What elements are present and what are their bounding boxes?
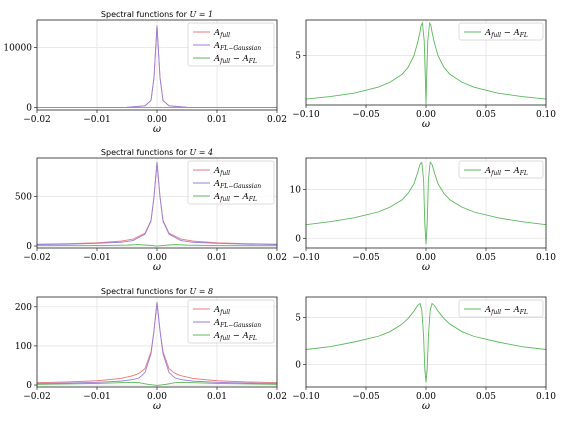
x-tick-label: −0.10 <box>292 110 320 120</box>
x-tick-label: 0.10 <box>536 253 556 263</box>
x-tick-label: −0.02 <box>23 253 51 263</box>
x-tick-label: 0.01 <box>207 392 227 402</box>
legend-box <box>187 22 275 67</box>
x-tick-label: 0.05 <box>476 110 496 120</box>
x-tick-label: −0.02 <box>23 115 51 125</box>
x-axis-label: ω <box>153 262 161 273</box>
x-tick-label: −0.01 <box>83 392 111 402</box>
series-line-2 <box>37 162 277 245</box>
x-tick-label: 0.01 <box>207 115 227 125</box>
x-tick-label: 0.00 <box>147 392 167 402</box>
x-tick-label: 0.05 <box>476 253 496 263</box>
legend-label: Afull <box>213 166 230 177</box>
x-axis-label: ω <box>422 119 430 130</box>
legend-label: Afull − AFL <box>484 166 528 177</box>
chart-title: Spectral functions for U = 1 <box>101 10 213 19</box>
y-tick-label: 10 <box>290 186 302 196</box>
x-tick-label: −0.10 <box>292 253 320 263</box>
y-tick-label: 100 <box>15 342 32 352</box>
x-axis-label: ω <box>153 124 161 135</box>
y-tick-label: 10000 <box>3 44 32 54</box>
legend-label: Afull − AFL <box>213 331 257 342</box>
x-tick-label: 0.10 <box>536 110 556 120</box>
series-line-1 <box>306 21 546 105</box>
y-tick-label: 5 <box>295 52 301 62</box>
x-tick-label: 0.00 <box>416 253 436 263</box>
x-tick-label: −0.10 <box>292 392 320 402</box>
legend-box <box>458 299 544 318</box>
chart-panel-1: −0.02 −0.01 0.00 0.01 0.02 0 10000 ω Spectral fu… <box>3 10 287 135</box>
series-line-1 <box>306 161 546 245</box>
chart-panel-6: −0.10 −0.05 0.00 0.05 0.10 0 5 ω Afull − AFL <box>292 296 556 412</box>
legend-label: Afull <box>213 305 230 316</box>
x-tick-label: −0.05 <box>352 392 380 402</box>
legend-label: AFL−Gaussian <box>213 318 261 329</box>
x-tick-label: −0.05 <box>352 110 380 120</box>
legend-box <box>187 160 275 205</box>
x-tick-label: 0.02 <box>267 115 287 125</box>
legend-label: Afull − AFL <box>484 305 528 316</box>
x-tick-label: 0.10 <box>536 392 556 402</box>
x-tick-label: 0.02 <box>267 253 287 263</box>
y-tick-label: 5 <box>295 314 301 324</box>
series-line-1 <box>306 302 546 383</box>
chart-panel-5: −0.02 −0.01 0.00 0.01 0.02 0 100 200 ω Spectral f… <box>15 287 287 412</box>
legend-label: Afull − AFL <box>484 28 528 39</box>
x-tick-label: 0.00 <box>147 115 167 125</box>
legend-label: AFL−Gaussian <box>213 179 261 190</box>
legend-box <box>187 299 275 344</box>
chart-title: Spectral functions for U = 4 <box>101 148 213 157</box>
y-tick-label: 0 <box>295 361 301 371</box>
y-tick-label: 200 <box>15 303 32 313</box>
chart-panel-4: −0.10 −0.05 0.00 0.05 0.10 0 10 ω Afull − AFL <box>290 157 556 273</box>
y-tick-label: 500 <box>15 193 32 203</box>
x-tick-label: −0.01 <box>83 115 111 125</box>
y-tick-label: 0 <box>26 381 32 391</box>
legend-box <box>458 22 544 41</box>
y-tick-label: 0 <box>26 242 32 252</box>
legend-label: Afull − AFL <box>213 192 257 203</box>
series-line-2 <box>37 302 277 384</box>
y-tick-label: 0 <box>26 104 32 114</box>
x-tick-label: 0.00 <box>416 392 436 402</box>
x-axis-label: ω <box>422 401 430 412</box>
chart-panel-2: −0.10 −0.05 0.00 0.05 0.10 5 ω Afull − AFL <box>292 19 556 130</box>
legend-label: AFL−Gaussian <box>213 41 261 52</box>
x-tick-label: 0.05 <box>476 392 496 402</box>
x-tick-label: 0.02 <box>267 392 287 402</box>
x-tick-label: 0.01 <box>207 253 227 263</box>
series-line-3 <box>37 244 277 247</box>
legend-box <box>458 160 544 179</box>
x-axis-label: ω <box>153 401 161 412</box>
y-tick-label: 0 <box>295 234 301 244</box>
x-axis-label: ω <box>422 262 430 273</box>
legend-label: Afull <box>213 28 230 39</box>
chart-title: Spectral functions for U = 8 <box>101 287 213 296</box>
x-tick-label: −0.05 <box>352 253 380 263</box>
x-tick-label: 0.00 <box>416 110 436 120</box>
x-tick-label: −0.01 <box>83 253 111 263</box>
legend-label: Afull − AFL <box>213 54 257 65</box>
series-line-1 <box>37 302 277 384</box>
series-line-3 <box>37 381 277 386</box>
series-line-1 <box>37 161 277 245</box>
chart-panel-3: −0.02 −0.01 0.00 0.01 0.02 0 500 ω Spectral func… <box>15 148 287 273</box>
x-tick-label: 0.00 <box>147 253 167 263</box>
x-tick-label: −0.02 <box>23 392 51 402</box>
